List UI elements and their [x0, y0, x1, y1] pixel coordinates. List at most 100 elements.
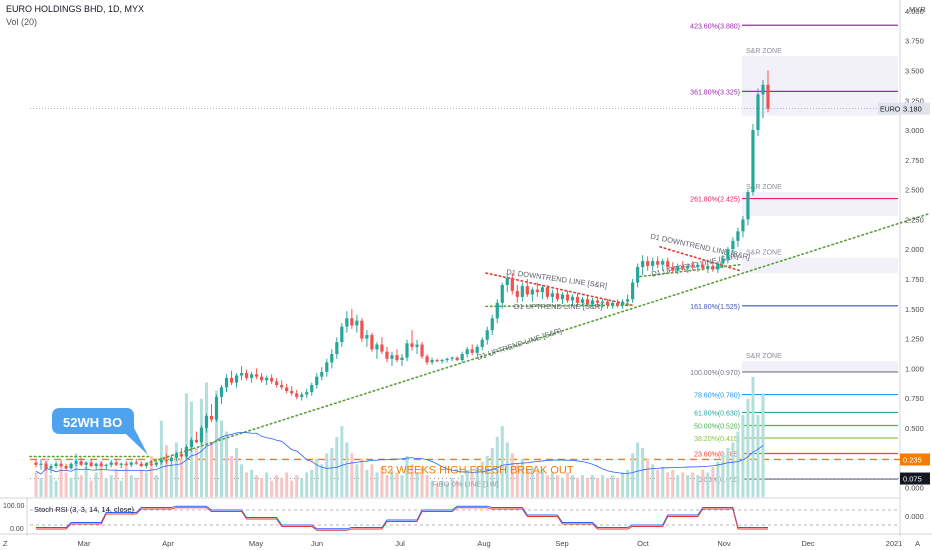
y-tick-label: 1.750	[905, 275, 924, 284]
stoch-d-line	[36, 507, 768, 531]
sr-zone-label: S&R ZONE	[746, 184, 782, 191]
volume-bar	[676, 475, 680, 497]
volume-bar	[169, 464, 173, 497]
y-tick-label: 2.250	[905, 215, 924, 224]
volume-bar	[174, 442, 178, 497]
volume-bar	[94, 472, 98, 497]
stoch-left-label-high: 100.00	[3, 503, 25, 510]
candle-body	[84, 462, 88, 465]
price-badge-label: 3.180	[903, 105, 922, 114]
candle-body	[335, 342, 339, 355]
fibo-zero-price-badge	[900, 472, 930, 485]
volume-bar	[49, 475, 53, 497]
volume-bar	[270, 480, 274, 497]
volume-bar	[124, 464, 128, 497]
candle-body	[706, 265, 710, 269]
volume-bar	[616, 477, 620, 497]
y-tick-label: 2.500	[905, 186, 924, 195]
candle-body	[390, 355, 394, 359]
volume-bar	[420, 467, 424, 497]
volume-bar	[696, 475, 700, 497]
candle-body	[621, 301, 625, 306]
axis-corner-label-right: A	[915, 539, 920, 548]
volume-bar	[385, 475, 389, 497]
breakout-price-label: 0.235	[903, 455, 922, 464]
callout-text: 52WH BO	[63, 415, 122, 430]
volume-bar	[601, 475, 605, 497]
candle-body	[731, 240, 735, 250]
candle-body	[194, 439, 199, 443]
volume-bar	[606, 477, 610, 497]
volume-bar	[721, 453, 725, 497]
candle-body	[310, 385, 314, 393]
volume-bar	[39, 477, 43, 497]
volume-bar	[209, 442, 213, 497]
volume-bar	[280, 477, 284, 497]
candle-body	[756, 94, 760, 131]
volume-bar	[220, 420, 224, 497]
candle-body	[159, 460, 163, 463]
candle-body	[255, 374, 259, 377]
volume-bar	[490, 447, 494, 497]
candle-body	[736, 231, 740, 241]
candle-body	[154, 462, 158, 465]
fibo-level-label: 61.80%(0.630)	[694, 410, 740, 417]
candle-body	[525, 286, 529, 295]
candle-body	[455, 357, 459, 361]
volume-bar	[495, 437, 499, 497]
candle-body	[74, 461, 78, 464]
candle-body	[350, 318, 354, 326]
volume-bar	[84, 467, 88, 497]
fibo-level-label: 100.00%(0.970)	[690, 370, 740, 377]
volume-bar	[631, 453, 635, 497]
volume-bar	[681, 472, 685, 497]
volume-bar	[240, 464, 244, 497]
candle-body	[460, 354, 464, 361]
candle-body	[325, 362, 329, 372]
candle-body	[365, 334, 369, 339]
candle-body	[646, 261, 650, 266]
candle-body	[721, 258, 725, 264]
candle-body	[425, 356, 429, 363]
y-tick-label: 3.500	[905, 67, 924, 76]
candle-body	[315, 376, 319, 386]
volume-bar	[300, 477, 304, 497]
volume-bar	[230, 456, 234, 497]
volume-ma-line	[35, 432, 764, 475]
candle-body	[761, 84, 765, 95]
candle-body	[741, 219, 745, 232]
sr-zone	[742, 192, 898, 216]
candle-body	[59, 463, 63, 467]
volume-label: Vol (20)	[6, 17, 38, 27]
volume-bar	[275, 475, 279, 497]
volume-bar	[656, 469, 660, 497]
candle-body	[189, 439, 194, 447]
candle-body	[661, 261, 665, 265]
volume-bar	[395, 472, 399, 497]
uptrend-line-major	[145, 212, 931, 465]
breakout-price-badge	[900, 453, 930, 466]
candle-body	[355, 320, 359, 326]
candle-body	[520, 286, 524, 297]
candle-body	[204, 415, 209, 428]
volume-bar	[671, 469, 675, 497]
candle-body	[360, 320, 364, 339]
volume-bar	[139, 469, 143, 497]
candle-body	[169, 457, 173, 462]
volume-bar	[390, 469, 394, 497]
volume-bar	[235, 447, 239, 497]
volume-bar	[711, 467, 715, 497]
volume-bar	[410, 464, 414, 497]
fibo-level-label: 161.80%(1.525)	[690, 304, 740, 311]
candle-body	[530, 289, 534, 295]
volume-bar	[380, 467, 384, 497]
candle-body	[636, 267, 640, 283]
candle-body	[475, 346, 479, 353]
volume-bar	[505, 442, 509, 497]
candle-body	[300, 394, 304, 397]
candle-body	[545, 287, 549, 297]
volume-bar	[350, 453, 354, 497]
candle-body	[626, 299, 630, 302]
candle-body	[631, 282, 635, 300]
